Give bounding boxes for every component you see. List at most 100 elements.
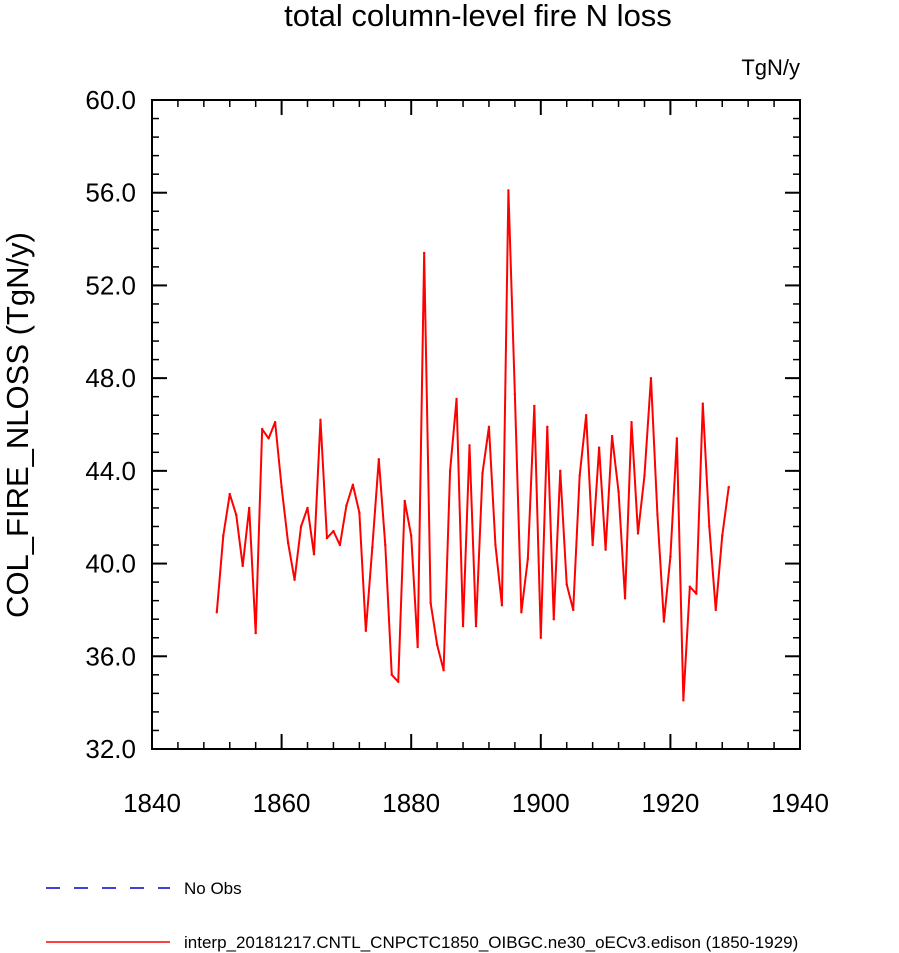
data-point (448, 469, 452, 473)
data-point (306, 506, 309, 510)
data-point (617, 490, 620, 493)
data-point (721, 534, 724, 537)
data-point (312, 553, 316, 556)
data-point (293, 578, 296, 581)
data-point (397, 680, 400, 683)
data-point (708, 525, 711, 528)
data-point (546, 425, 549, 429)
data-point (487, 425, 491, 429)
data-point (643, 474, 646, 477)
data-point (416, 645, 419, 649)
y-tick-label: 36.0 (85, 641, 136, 671)
data-point (572, 608, 575, 612)
data-point (215, 611, 218, 614)
data-point (351, 483, 355, 486)
data-point (500, 604, 504, 607)
x-tick-label: 1940 (771, 788, 829, 818)
data-point (254, 631, 257, 635)
data-point (714, 608, 717, 612)
data-point (636, 532, 640, 535)
data-point (539, 636, 542, 639)
data-point (662, 620, 666, 623)
y-tick-label: 56.0 (85, 178, 136, 208)
data-point (513, 393, 517, 396)
data-point (526, 557, 530, 561)
data-point (682, 699, 685, 702)
data-point (273, 420, 277, 424)
data-point (481, 471, 484, 475)
chart-title: total column-level fire N loss (284, 0, 672, 33)
legend-label: interp_20181217.CNTL_CNPCTC1850_OIBGC.ne… (184, 933, 798, 952)
data-point (669, 555, 672, 558)
y-axis-label: COL_FIRE_NLOSS (TgN/y) (0, 232, 35, 618)
data-point (468, 444, 471, 447)
data-point (701, 402, 704, 405)
data-point (578, 474, 581, 477)
y-tick-label: 44.0 (85, 456, 136, 486)
data-point (675, 437, 679, 440)
data-point (299, 525, 303, 528)
data-point (377, 458, 380, 461)
tick-labels: 1840 1860 1880 1900 1920 1940 32.0 36.0 40.0 44.0… (85, 85, 829, 818)
data-point (422, 251, 426, 255)
data-point (442, 668, 445, 672)
data-points (215, 189, 730, 702)
data-point (494, 543, 497, 547)
data-point (610, 434, 614, 438)
y-tick-label: 48.0 (85, 363, 136, 393)
data-point (533, 404, 536, 408)
data-point (390, 673, 393, 677)
data-point (228, 492, 231, 496)
data-point (630, 420, 633, 424)
data-point (552, 618, 555, 621)
x-tick-label: 1920 (641, 788, 699, 818)
data-point (604, 548, 607, 551)
y-tick-label: 40.0 (85, 549, 136, 579)
data-point (455, 397, 458, 401)
y-tick-label: 60.0 (85, 85, 136, 115)
data-point (358, 511, 361, 514)
data-point (410, 534, 413, 537)
legend: No Obs interp_20181217.CNTL_CNPCTC1850_OI… (46, 879, 798, 952)
data-point (461, 624, 465, 628)
data-point (267, 437, 270, 440)
data-point (429, 601, 432, 605)
data-point (371, 546, 374, 549)
data-point (345, 504, 348, 507)
data-point (332, 529, 335, 533)
data-point (384, 543, 387, 547)
data-point (623, 597, 627, 600)
data-point (597, 446, 601, 449)
data-point (235, 513, 238, 517)
data-point (222, 534, 225, 537)
data-point (695, 592, 698, 595)
y-tick-label: 32.0 (85, 734, 136, 764)
data-point (325, 536, 329, 540)
x-tick-label: 1880 (382, 788, 440, 818)
x-tick-label: 1900 (512, 788, 570, 818)
data-point (403, 499, 406, 503)
data-point (656, 513, 659, 517)
x-tick-label: 1860 (253, 788, 311, 818)
data-point (559, 469, 562, 473)
y-tick-label: 52.0 (85, 270, 136, 300)
data-point (584, 414, 588, 417)
data-point (435, 643, 439, 646)
data-point (280, 485, 283, 489)
data-point (507, 189, 510, 192)
series-line (215, 189, 730, 702)
data-point (474, 624, 478, 628)
data-point (688, 585, 692, 588)
units-label: TgN/y (741, 55, 800, 80)
plot-frame (151, 99, 801, 750)
data-point (649, 376, 653, 380)
data-point (260, 427, 264, 431)
data-point (338, 543, 342, 547)
data-point (241, 564, 244, 568)
x-tick-label: 1840 (123, 788, 181, 818)
data-point (286, 541, 290, 544)
data-point (248, 506, 251, 510)
data-point (591, 543, 594, 547)
legend-label: No Obs (184, 879, 242, 898)
